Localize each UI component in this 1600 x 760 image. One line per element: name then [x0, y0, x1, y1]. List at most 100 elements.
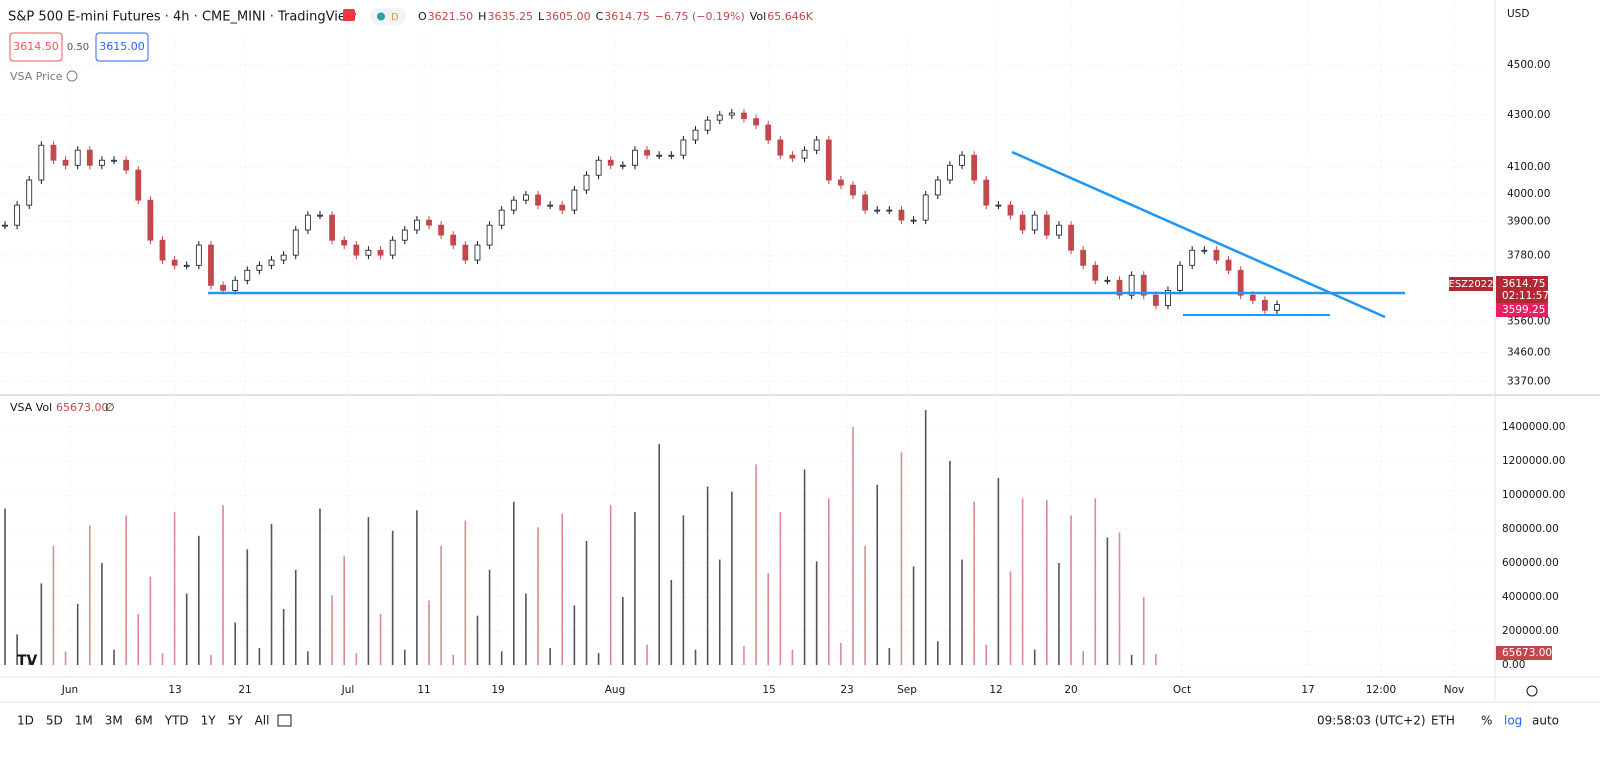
trend-line[interactable]	[1011, 150, 1386, 319]
volume-bar	[706, 486, 709, 665]
volume-bar	[307, 651, 309, 665]
range-button[interactable]: 3M	[105, 714, 123, 728]
range-button[interactable]: 5Y	[228, 714, 244, 728]
status-dot	[377, 12, 385, 21]
last-price-bg	[1496, 276, 1548, 303]
x-tick-label: 20	[1064, 684, 1077, 696]
volume-bar	[4, 508, 6, 665]
volume-bar	[149, 576, 152, 665]
bid-button[interactable]	[9, 32, 63, 62]
volume-bar	[585, 540, 588, 665]
percent-toggle[interactable]: %	[1481, 714, 1492, 728]
candle-body	[1080, 249, 1087, 266]
candle-body	[619, 164, 626, 167]
session[interactable]: ETH	[1431, 714, 1455, 728]
candle-body	[1043, 214, 1050, 236]
candle-body	[50, 144, 57, 161]
y2-tick-label: 1400000.00	[1502, 421, 1565, 433]
candle-body	[1019, 214, 1026, 231]
candle-body	[825, 139, 832, 181]
range-button[interactable]: 1M	[75, 714, 93, 728]
last-volume-bg	[1496, 646, 1552, 660]
volume-bar	[985, 644, 988, 665]
x-tick-label: 19	[491, 684, 504, 696]
volume-bar	[488, 569, 491, 665]
volume-bar	[1021, 498, 1024, 665]
candle-body	[1225, 259, 1232, 271]
bid[interactable]: 3614.50	[13, 40, 59, 53]
volume-bar	[815, 561, 818, 665]
last-volume: 65673.00	[1502, 647, 1552, 659]
candle-body	[644, 149, 650, 156]
auto-toggle[interactable]: auto	[1532, 714, 1559, 728]
volume-bar	[28, 654, 31, 665]
volume-bar	[791, 649, 794, 665]
ask[interactable]: 3615.00	[99, 40, 145, 53]
candle-body	[159, 239, 166, 261]
volume-bar	[52, 545, 55, 665]
candle-body	[38, 144, 45, 181]
candle-body	[874, 209, 881, 212]
range-button[interactable]: 1Y	[201, 714, 217, 728]
y-tick-label: 3460.00	[1507, 346, 1550, 358]
candle-body	[304, 214, 311, 231]
date-range-icon[interactable]	[277, 714, 292, 727]
candle-body	[668, 154, 675, 157]
low-price-bg	[1496, 303, 1548, 317]
range-button[interactable]: YTD	[164, 714, 189, 728]
volume-bar	[440, 545, 442, 665]
candle-body	[1056, 224, 1062, 236]
candle-body	[777, 139, 784, 156]
y2-tick-label: 800000.00	[1502, 523, 1559, 535]
candle-body	[244, 269, 251, 281]
settings-icon[interactable]	[1526, 685, 1538, 697]
candle-body	[801, 149, 808, 159]
ask-button[interactable]	[95, 32, 149, 62]
candle-body	[341, 239, 348, 246]
volume-key: Vol	[750, 10, 766, 23]
ohlc-value: 3605.00	[545, 10, 591, 23]
range-button[interactable]: 1D	[17, 714, 34, 728]
x-tick-label: 21	[238, 684, 251, 696]
symbol-tag: ESZ2022	[1449, 279, 1494, 290]
volume-bar	[210, 654, 212, 665]
candle-body	[1007, 204, 1014, 216]
volume-bar	[1155, 653, 1157, 665]
volume-bar	[294, 569, 297, 665]
volume-bar	[937, 641, 939, 665]
log-toggle[interactable]: log	[1504, 714, 1522, 728]
volume-bar	[89, 525, 91, 665]
currency[interactable]: USD	[1507, 8, 1529, 20]
y-tick-label: 4300.00	[1507, 109, 1550, 121]
candle-body	[1031, 214, 1038, 231]
candle-body	[1068, 224, 1074, 251]
hide-icon[interactable]	[66, 70, 78, 82]
candle-body	[195, 244, 202, 266]
candle-body	[656, 154, 663, 157]
ohlc-key: L	[538, 10, 545, 23]
y-tick-label: 4000.00	[1507, 188, 1550, 200]
candle-body	[1177, 264, 1183, 291]
volume-bar	[1094, 498, 1097, 665]
clock[interactable]: 09:58:03 (UTC+2)	[1317, 714, 1426, 728]
volume-bar	[416, 510, 418, 665]
candle-body	[535, 194, 541, 206]
volume-bar	[731, 491, 733, 665]
y2-tick-label: 1000000.00	[1502, 489, 1565, 501]
volume-bar	[694, 649, 697, 665]
volume-bar	[622, 596, 624, 665]
range-button[interactable]: All	[255, 714, 270, 728]
candle-body	[850, 184, 856, 196]
volume-bar	[198, 535, 200, 665]
volume-bar	[222, 505, 224, 665]
candle-body	[99, 159, 105, 166]
volume-bar	[561, 513, 564, 665]
volume-bar	[500, 651, 503, 665]
candle-body	[1201, 249, 1208, 252]
alert-icon[interactable]	[343, 9, 355, 21]
logo[interactable]: TV	[17, 653, 38, 669]
volume-bar	[343, 556, 345, 665]
range-button[interactable]: 5D	[46, 714, 63, 728]
range-button[interactable]: 6M	[135, 714, 153, 728]
